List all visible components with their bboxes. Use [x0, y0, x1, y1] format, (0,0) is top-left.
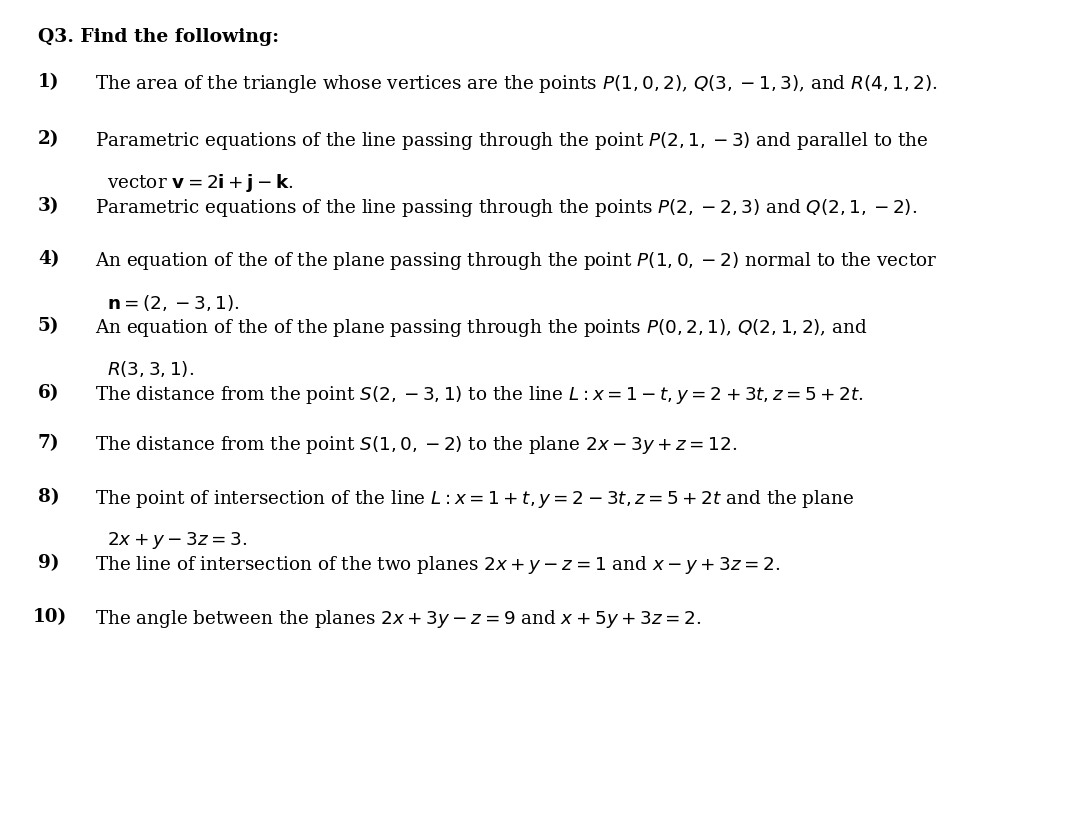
Text: 10): 10) [32, 608, 67, 626]
Text: 4): 4) [38, 250, 59, 268]
Text: Q3. Find the following:: Q3. Find the following: [38, 28, 279, 46]
Text: The area of the triangle whose vertices are the points $P(1,0,2)$, $Q(3,-1,3)$, : The area of the triangle whose vertices … [95, 73, 937, 95]
Text: Parametric equations of the line passing through the point $P(2,1,-3)$ and paral: Parametric equations of the line passing… [95, 130, 928, 152]
Text: The point of intersection of the line $L: x = 1+t, y = 2-3t, z = 5+2t$ and the p: The point of intersection of the line $L… [95, 488, 854, 510]
Text: 9): 9) [38, 554, 59, 572]
Text: The line of intersection of the two planes $2x+y-z = 1$ and $x-y+3z = 2$.: The line of intersection of the two plan… [95, 554, 780, 576]
Text: The distance from the point $S(1,0,-2)$ to the plane $2x-3y+z = 12$.: The distance from the point $S(1,0,-2)$ … [95, 434, 737, 456]
Text: 1): 1) [38, 73, 59, 91]
Text: 5): 5) [38, 317, 59, 335]
Text: $2x+y-3z = 3$.: $2x+y-3z = 3$. [107, 530, 247, 551]
Text: 3): 3) [38, 197, 59, 215]
Text: Parametric equations of the line passing through the points $P(2,-2,3)$ and $Q(2: Parametric equations of the line passing… [95, 197, 917, 219]
Text: 6): 6) [38, 384, 59, 402]
Text: $R(3,3,1)$.: $R(3,3,1)$. [107, 359, 194, 380]
Text: An equation of the of the plane passing through the points $P(0,2,1)$, $Q(2,1,2): An equation of the of the plane passing … [95, 317, 867, 339]
Text: 7): 7) [38, 434, 59, 452]
Text: 8): 8) [38, 488, 59, 506]
Text: The distance from the point $S(2,-3,1)$ to the line $L: x = 1-t, y = 2+3t, z = 5: The distance from the point $S(2,-3,1)$ … [95, 384, 863, 406]
Text: vector $\mathbf{v} = 2\mathbf{i}+\mathbf{j}-\mathbf{k}$.: vector $\mathbf{v} = 2\mathbf{i}+\mathbf… [107, 172, 295, 194]
Text: $\mathbf{n} = (2,-3,1)$.: $\mathbf{n} = (2,-3,1)$. [107, 293, 240, 313]
Text: 2): 2) [38, 130, 59, 148]
Text: The angle between the planes $2x+3y-z = 9$ and $x+5y+3z = 2$.: The angle between the planes $2x+3y-z = … [95, 608, 701, 630]
Text: An equation of the of the plane passing through the point $P(1,0,-2)$ normal to : An equation of the of the plane passing … [95, 250, 936, 272]
